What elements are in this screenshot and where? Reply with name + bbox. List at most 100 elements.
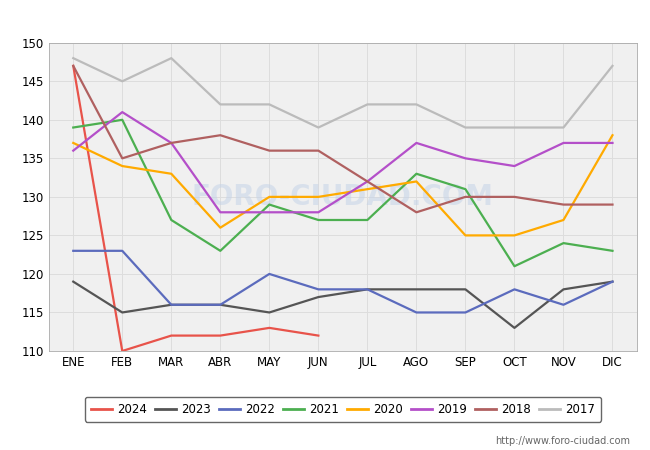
- 2020: [608, 132, 616, 138]
- Line: 2019: 2019: [73, 112, 612, 212]
- Line: 2022: 2022: [73, 251, 612, 312]
- 2020: [168, 171, 176, 176]
- 2018: [510, 194, 518, 199]
- 2017: [413, 102, 421, 107]
- 2022: [216, 302, 224, 307]
- 2021: [363, 217, 371, 223]
- 2021: [462, 186, 469, 192]
- 2019: [315, 210, 322, 215]
- 2023: [168, 302, 176, 307]
- 2022: [413, 310, 421, 315]
- 2023: [70, 279, 77, 284]
- 2023: [315, 294, 322, 300]
- 2024: [168, 333, 176, 338]
- 2018: [216, 132, 224, 138]
- 2019: [510, 163, 518, 169]
- 2020: [462, 233, 469, 238]
- 2022: [462, 310, 469, 315]
- 2020: [315, 194, 322, 199]
- Line: 2021: 2021: [73, 120, 612, 266]
- 2020: [70, 140, 77, 146]
- 2024: [265, 325, 273, 331]
- 2018: [462, 194, 469, 199]
- 2019: [265, 210, 273, 215]
- 2024: [118, 348, 126, 354]
- 2023: [413, 287, 421, 292]
- 2021: [608, 248, 616, 253]
- 2018: [413, 210, 421, 215]
- 2021: [413, 171, 421, 176]
- 2018: [265, 148, 273, 153]
- 2019: [560, 140, 567, 146]
- 2023: [510, 325, 518, 331]
- 2019: [70, 148, 77, 153]
- Line: 2017: 2017: [73, 58, 612, 127]
- 2022: [510, 287, 518, 292]
- 2022: [560, 302, 567, 307]
- 2023: [462, 287, 469, 292]
- 2021: [168, 217, 176, 223]
- 2022: [315, 287, 322, 292]
- 2021: [560, 240, 567, 246]
- 2018: [363, 179, 371, 184]
- 2021: [216, 248, 224, 253]
- 2022: [608, 279, 616, 284]
- 2018: [560, 202, 567, 207]
- Line: 2023: 2023: [73, 282, 612, 328]
- 2024: [216, 333, 224, 338]
- 2017: [363, 102, 371, 107]
- 2024: [315, 333, 322, 338]
- 2018: [608, 202, 616, 207]
- 2017: [560, 125, 567, 130]
- 2017: [216, 102, 224, 107]
- 2020: [560, 217, 567, 223]
- 2019: [168, 140, 176, 146]
- Line: 2024: 2024: [73, 66, 318, 351]
- 2020: [413, 179, 421, 184]
- 2023: [265, 310, 273, 315]
- 2021: [70, 125, 77, 130]
- 2018: [70, 63, 77, 68]
- 2023: [363, 287, 371, 292]
- 2017: [462, 125, 469, 130]
- 2020: [510, 233, 518, 238]
- 2017: [510, 125, 518, 130]
- 2023: [216, 302, 224, 307]
- 2020: [363, 186, 371, 192]
- 2019: [216, 210, 224, 215]
- 2017: [315, 125, 322, 130]
- 2021: [510, 264, 518, 269]
- Text: http://www.foro-ciudad.com: http://www.foro-ciudad.com: [495, 436, 630, 446]
- 2019: [363, 179, 371, 184]
- Legend: 2024, 2023, 2022, 2021, 2020, 2019, 2018, 2017: 2024, 2023, 2022, 2021, 2020, 2019, 2018…: [85, 397, 601, 422]
- 2019: [608, 140, 616, 146]
- 2017: [118, 79, 126, 84]
- 2017: [168, 55, 176, 61]
- 2022: [118, 248, 126, 253]
- 2021: [265, 202, 273, 207]
- 2017: [265, 102, 273, 107]
- 2017: [608, 63, 616, 68]
- 2019: [118, 109, 126, 115]
- 2022: [265, 271, 273, 277]
- 2022: [168, 302, 176, 307]
- 2017: [70, 55, 77, 61]
- 2021: [315, 217, 322, 223]
- 2020: [216, 225, 224, 230]
- Text: Afiliados en Dehesas de Guadix a 31/5/2024: Afiliados en Dehesas de Guadix a 31/5/20…: [141, 10, 509, 28]
- 2022: [70, 248, 77, 253]
- 2023: [118, 310, 126, 315]
- 2020: [265, 194, 273, 199]
- 2019: [462, 156, 469, 161]
- 2019: [413, 140, 421, 146]
- 2024: [70, 63, 77, 68]
- Text: FORO-CIUDAD.COM: FORO-CIUDAD.COM: [192, 183, 494, 211]
- 2023: [608, 279, 616, 284]
- 2020: [118, 163, 126, 169]
- 2018: [168, 140, 176, 146]
- Line: 2018: 2018: [73, 66, 612, 212]
- 2018: [315, 148, 322, 153]
- Line: 2020: 2020: [73, 135, 612, 235]
- 2018: [118, 156, 126, 161]
- 2021: [118, 117, 126, 122]
